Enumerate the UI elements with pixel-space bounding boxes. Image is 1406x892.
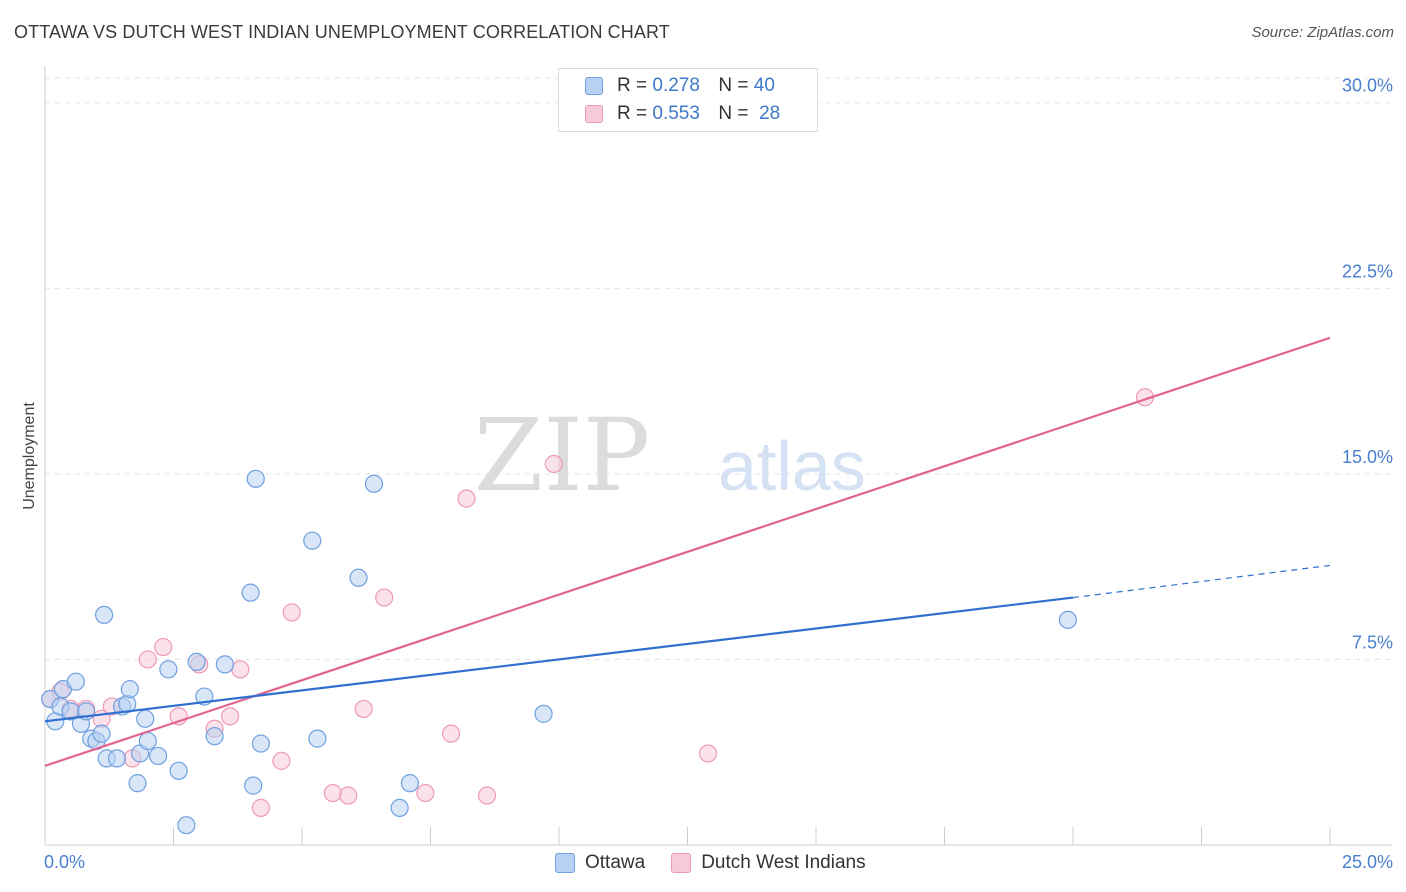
legend-row-ottawa: R = 0.278 N = 40 xyxy=(585,74,775,98)
legend-row-dutch-west-indians: R = 0.553 N = 28 xyxy=(585,102,780,126)
ottawa-point xyxy=(244,776,263,795)
bottom-legend-label-ottawa: Ottawa xyxy=(585,852,646,873)
ottawa-point xyxy=(534,704,553,723)
bottom-legend-swatch-dutch-west-indians xyxy=(671,853,692,873)
dutch-west-indians-point xyxy=(698,744,718,763)
legend-r-value: 0.553 xyxy=(652,103,700,124)
ottawa-point xyxy=(205,727,224,746)
ottawa-point xyxy=(251,734,270,753)
ottawa-point xyxy=(215,655,234,674)
ottawa-point xyxy=(308,729,327,748)
bottom-legend-dutch-west-indians: Dutch West Indians xyxy=(671,852,866,874)
dutch-west-indians-point xyxy=(154,637,173,657)
legend-n-label: N = xyxy=(718,75,749,96)
y-tick-label: 30.0% xyxy=(1342,76,1393,96)
dutch-west-indians-point xyxy=(375,588,394,607)
legend-n-label: N = xyxy=(718,103,749,124)
ottawa-point xyxy=(138,731,157,751)
legend-swatch-ottawa xyxy=(585,77,603,95)
watermark-atlas: atlas xyxy=(718,427,866,505)
dutch-west-indians-point xyxy=(457,489,476,508)
dutch-west-indians-trend-line xyxy=(44,336,1331,767)
y-tick-label: 7.5% xyxy=(1352,632,1393,652)
ottawa-point xyxy=(364,474,384,493)
grid-lines xyxy=(45,77,1392,660)
tick-labels: 7.5% 15.0% 22.5% 30.0% 0.0% 25.0% xyxy=(44,76,1393,872)
x-tick-label-max: 25.0% xyxy=(1342,852,1393,872)
ottawa-point xyxy=(128,774,147,793)
ottawa-point xyxy=(148,746,168,766)
ottawa-point xyxy=(95,605,114,625)
dutch-west-indians-point xyxy=(231,660,250,679)
ottawa-point xyxy=(177,816,196,835)
dutch-west-indians-point xyxy=(339,786,358,805)
ottawa-point xyxy=(66,672,85,691)
dutch-west-indians-point xyxy=(251,798,270,817)
ottawa-point xyxy=(241,583,260,602)
ottawa-point xyxy=(169,761,188,780)
legend-box: R = 0.278 N = 40 R = 0.553 N = 28 xyxy=(558,68,818,132)
bottom-legend-swatch-ottawa xyxy=(555,853,575,873)
ottawa-trend-line-extension xyxy=(1072,564,1331,599)
trend-lines xyxy=(44,336,1331,767)
dutch-west-indians-point xyxy=(220,707,240,726)
ottawa-point xyxy=(400,774,420,793)
ottawa-point xyxy=(349,568,368,587)
ottawa-point xyxy=(92,724,111,743)
legend-n-value: 40 xyxy=(753,75,775,96)
dutch-west-indians-point xyxy=(138,650,157,669)
ottawa-point xyxy=(303,531,322,550)
y-tick-label: 22.5% xyxy=(1342,261,1393,281)
legend-swatch-dutch-west-indians xyxy=(585,105,603,123)
bottom-legend-ottawa: Ottawa xyxy=(555,852,645,874)
dutch-west-indians-point xyxy=(477,786,497,805)
dutch-west-indians-point xyxy=(282,603,301,622)
dutch-west-indians-point xyxy=(272,751,291,770)
chart-title: OTTAWA VS DUTCH WEST INDIAN UNEMPLOYMENT… xyxy=(14,22,670,42)
ottawa-point xyxy=(246,469,265,488)
legend-n-value: 28 xyxy=(759,103,781,124)
dutch-west-indians-point xyxy=(544,454,563,474)
legend-r-value: 0.278 xyxy=(652,75,700,96)
y-axis-label: Unemployment xyxy=(21,402,38,510)
bottom-legend: Ottawa Dutch West Indians xyxy=(555,852,892,874)
ottawa-point xyxy=(159,660,178,679)
ottawa-point xyxy=(187,652,206,672)
ottawa-point xyxy=(120,680,139,699)
y-tick-label: 15.0% xyxy=(1342,447,1393,467)
dutch-west-indians-point xyxy=(416,783,435,803)
ottawa-point xyxy=(390,798,409,817)
bottom-legend-label-dutch-west-indians: Dutch West Indians xyxy=(701,852,866,873)
dutch-west-indians-point xyxy=(354,699,373,719)
x-tick-label-min: 0.0% xyxy=(44,852,85,872)
ottawa-point xyxy=(107,749,127,768)
ottawa-point xyxy=(1058,610,1077,629)
legend-r-label: R = xyxy=(617,103,648,124)
legend-r-label: R = xyxy=(617,75,648,96)
series-ottawa-points xyxy=(41,469,1077,835)
watermark-zip: ZIP xyxy=(474,397,650,514)
axes xyxy=(44,66,1392,846)
ottawa-point xyxy=(136,709,155,728)
source-label: Source: ZipAtlas.com xyxy=(1251,24,1394,41)
dutch-west-indians-point xyxy=(441,724,461,743)
ottawa-trend-line xyxy=(44,596,1074,723)
dutch-west-indians-point xyxy=(323,783,342,803)
